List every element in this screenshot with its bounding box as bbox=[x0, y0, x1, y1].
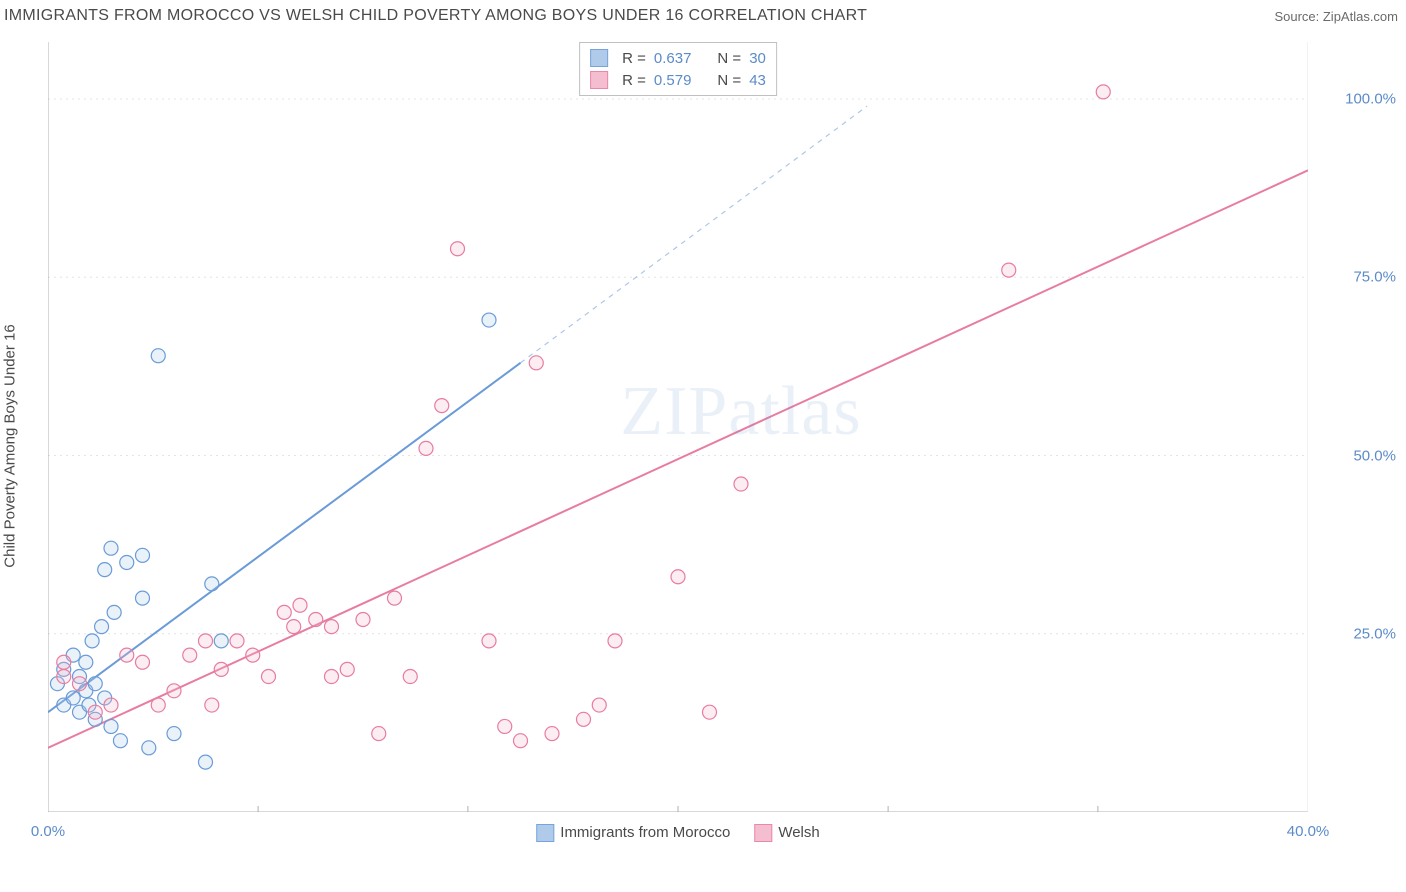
x-axis-legend: Immigrants from Morocco Welsh bbox=[536, 824, 819, 842]
stat-n-value: 43 bbox=[749, 72, 766, 89]
chart-header: IMMIGRANTS FROM MOROCCO VS WELSH CHILD P… bbox=[0, 0, 1406, 32]
legend-swatch bbox=[754, 824, 772, 842]
stat-r-label: R = bbox=[622, 72, 646, 89]
scatter-chart-svg bbox=[48, 42, 1308, 812]
legend-item: Immigrants from Morocco bbox=[536, 824, 730, 842]
y-tick-label: 50.0% bbox=[1353, 447, 1396, 464]
legend-label: Immigrants from Morocco bbox=[560, 824, 730, 841]
x-tick-label: 40.0% bbox=[1287, 823, 1330, 840]
legend-item: Welsh bbox=[754, 824, 819, 842]
source-label: Source: bbox=[1274, 9, 1322, 24]
legend-swatch bbox=[536, 824, 554, 842]
stat-r-label: R = bbox=[622, 50, 646, 67]
plot-area: ZIPatlas R = 0.637 N = 30 R = 0.579 N = … bbox=[48, 42, 1308, 812]
y-tick-label: 75.0% bbox=[1353, 269, 1396, 286]
stat-swatch bbox=[590, 49, 608, 67]
stat-row: R = 0.579 N = 43 bbox=[590, 69, 766, 91]
y-tick-label: 25.0% bbox=[1353, 625, 1396, 642]
x-tick-label: 0.0% bbox=[31, 823, 65, 840]
source-attribution: Source: ZipAtlas.com bbox=[1274, 9, 1398, 24]
stat-row: R = 0.637 N = 30 bbox=[590, 47, 766, 69]
y-axis-label: Child Poverty Among Boys Under 16 bbox=[2, 324, 19, 567]
stat-n-label: N = bbox=[717, 50, 741, 67]
y-tick-label: 100.0% bbox=[1345, 91, 1396, 108]
stat-swatch bbox=[590, 71, 608, 89]
source-value: ZipAtlas.com bbox=[1323, 9, 1398, 24]
stat-n-value: 30 bbox=[749, 50, 766, 67]
legend-label: Welsh bbox=[778, 824, 819, 841]
chart-container: IMMIGRANTS FROM MOROCCO VS WELSH CHILD P… bbox=[0, 0, 1406, 892]
stat-r-value: 0.579 bbox=[654, 72, 692, 89]
stat-n-label: N = bbox=[717, 72, 741, 89]
stat-r-value: 0.637 bbox=[654, 50, 692, 67]
chart-title: IMMIGRANTS FROM MOROCCO VS WELSH CHILD P… bbox=[4, 7, 867, 25]
stats-legend-box: R = 0.637 N = 30 R = 0.579 N = 43 bbox=[579, 42, 777, 96]
